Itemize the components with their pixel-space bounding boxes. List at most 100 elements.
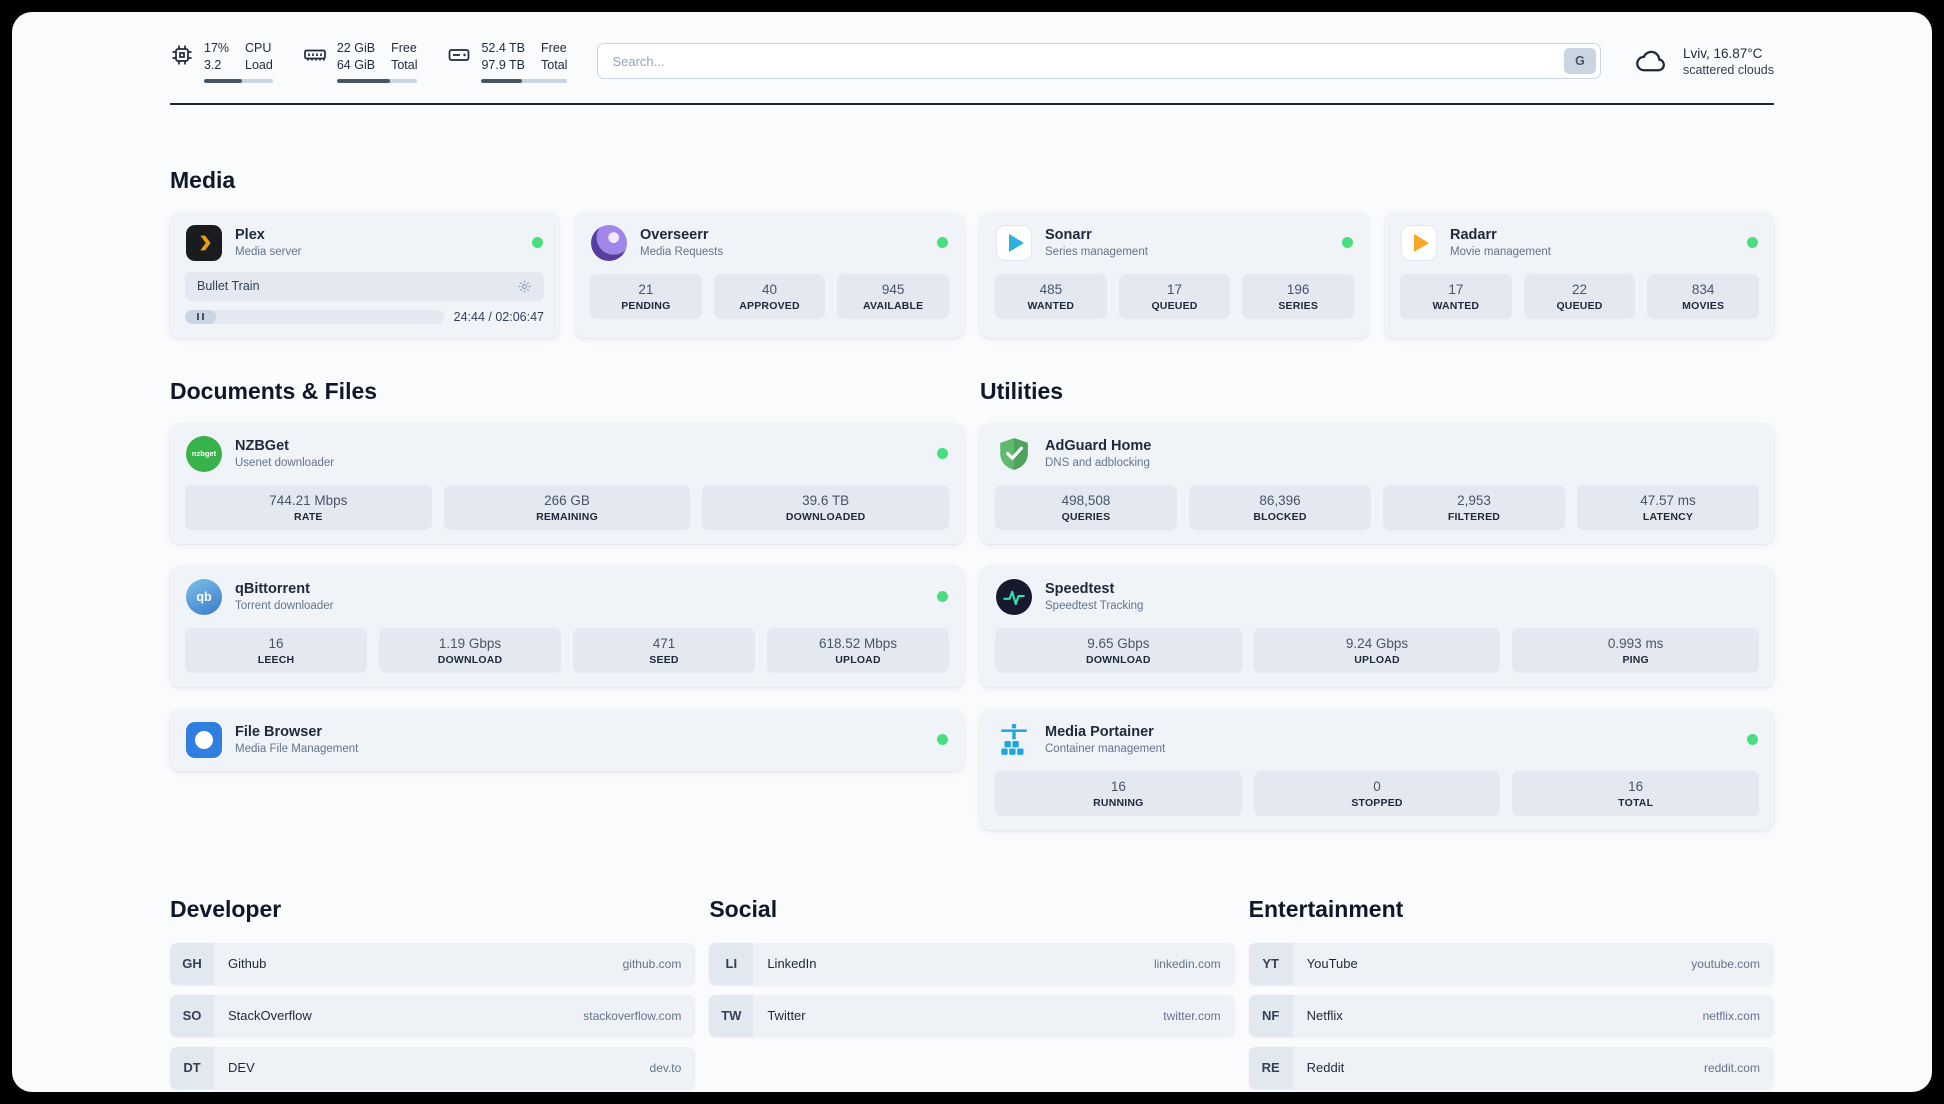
stat-label: SERIES [1278, 299, 1319, 312]
service-card-plex[interactable]: Plex Media server Bullet Train [170, 211, 559, 338]
bookmark-abbr: DT [170, 1046, 214, 1089]
stat-box: 22 QUEUED [1523, 273, 1636, 319]
stat-label: QUEUED [1151, 299, 1198, 312]
stat-label: REMAINING [536, 510, 598, 523]
stat-box: 0 STOPPED [1253, 770, 1501, 816]
bookmark-youtube[interactable]: YT YouTube youtube.com [1248, 942, 1774, 985]
bookmark-abbr: RE [1248, 1046, 1293, 1089]
disk-stat: 52.4 TB Free 97.9 TB Total [447, 40, 568, 83]
bookmark-domain: youtube.com [1691, 956, 1760, 971]
bookmark-stackoverflow[interactable]: SO StackOverflow stackoverflow.com [170, 994, 696, 1037]
stat-label: WANTED [1027, 299, 1075, 312]
service-card-filebrowser[interactable]: File Browser Media File Management [170, 708, 964, 771]
service-subtitle: Speedtest Tracking [1045, 600, 1144, 612]
stat-label: PING [1622, 653, 1649, 666]
service-card-speedtest[interactable]: Speedtest Speedtest Tracking 9.65 Gbps D… [980, 565, 1774, 687]
stat-box: 86,396 BLOCKED [1189, 484, 1371, 530]
stat-box: 485 WANTED [995, 273, 1107, 319]
stat-value: 9.24 Gbps [1345, 635, 1409, 651]
service-subtitle: Container management [1045, 743, 1166, 755]
ram-total: 64 GiB [336, 58, 376, 73]
stat-value: 618.52 Mbps [818, 635, 898, 651]
service-subtitle: Usenet downloader [235, 457, 335, 469]
bookmarks-entertainment-title: Entertainment [1248, 895, 1404, 922]
stat-label: FILTERED [1447, 510, 1501, 523]
stat-box: 9.24 Gbps UPLOAD [1253, 627, 1501, 673]
stat-value: 0 [1373, 778, 1381, 794]
service-name: Media Portainer [1045, 724, 1154, 740]
sonarr-icon [996, 224, 1032, 261]
bookmark-linkedin[interactable]: LI LinkedIn linkedin.com [709, 942, 1235, 985]
dashboard-page: 17% CPU 3.2 Load 22 GiB Free [12, 12, 1932, 1092]
service-card-portainer[interactable]: Media Portainer Container management 16 … [980, 708, 1774, 830]
stat-box: 17 QUEUED [1118, 273, 1231, 319]
stat-value: 744.21 Mbps [269, 492, 348, 508]
adguard-icon [996, 436, 1032, 472]
stat-label: UPLOAD [835, 653, 881, 666]
disk-total-label: Total [541, 58, 568, 73]
stat-label: QUERIES [1061, 510, 1111, 523]
service-subtitle: Series management [1045, 246, 1148, 258]
stat-label: APPROVED [739, 299, 800, 312]
bookmark-domain: netflix.com [1702, 1008, 1760, 1023]
gear-icon[interactable] [517, 279, 532, 294]
stat-box: 945 AVAILABLE [837, 273, 950, 319]
plex-icon [186, 224, 222, 261]
cpu-load-label: Load [245, 58, 273, 73]
bookmark-abbr: YT [1248, 942, 1293, 985]
stat-box: 834 MOVIES [1647, 273, 1760, 319]
stat-box: 1.19 Gbps DOWNLOAD [379, 627, 561, 673]
cpu-percent: 17% [204, 41, 230, 55]
weather-condition: scattered clouds [1682, 62, 1774, 77]
stat-box: 21 PENDING [590, 273, 702, 319]
stat-label: QUEUED [1556, 299, 1603, 312]
bookmark-twitter[interactable]: TW Twitter twitter.com [709, 994, 1235, 1037]
cpu-icon [172, 45, 192, 65]
stat-box: 40 APPROVED [713, 273, 826, 319]
stat-label: RATE [294, 510, 323, 523]
stat-value: 9.65 Gbps [1087, 635, 1150, 651]
stat-box: 196 SERIES [1242, 273, 1355, 319]
status-dot [937, 237, 948, 248]
stat-box: 16 TOTAL [1512, 770, 1760, 816]
service-card-overseerr[interactable]: Overseerr Media Requests 21 PENDING 40 A… [575, 211, 964, 338]
stat-value: 196 [1286, 281, 1310, 297]
service-card-radarr[interactable]: Radarr Movie management 17 WANTED 22 QUE… [1385, 211, 1774, 338]
bookmark-github[interactable]: GH Github github.com [170, 942, 696, 985]
service-card-sonarr[interactable]: Sonarr Series management 485 WANTED 17 Q… [980, 211, 1369, 338]
stat-label: PENDING [621, 299, 671, 312]
service-card-adguard[interactable]: AdGuard Home DNS and adblocking 498,508 … [980, 422, 1774, 544]
cpu-stat: 17% CPU 3.2 Load [170, 40, 273, 83]
stat-box: 16 RUNNING [995, 770, 1242, 816]
ram-stat: 22 GiB Free 64 GiB Total [303, 40, 418, 83]
bookmark-domain: twitter.com [1163, 1008, 1221, 1023]
stat-value: 16 [268, 635, 284, 651]
status-dot [937, 448, 948, 459]
bookmark-dev[interactable]: DT DEV dev.to [170, 1046, 696, 1089]
stat-label: DOWNLOADED [785, 510, 866, 523]
stat-label: WANTED [1432, 299, 1480, 312]
service-subtitle: Media Requests [640, 246, 724, 258]
search-provider-button[interactable]: G [1563, 48, 1596, 75]
status-dot [1342, 237, 1353, 248]
pause-icon[interactable] [185, 309, 216, 324]
playback-progress-track[interactable] [185, 309, 444, 324]
stat-label: TOTAL [1618, 796, 1654, 809]
stat-value: 22 [1571, 281, 1588, 297]
stat-box: 39.6 TB DOWNLOADED [702, 484, 950, 530]
stat-value: 40 [761, 281, 778, 297]
search-input[interactable] [597, 43, 1601, 80]
stat-label: DOWNLOAD [1086, 653, 1151, 666]
speedtest-icon [996, 578, 1032, 615]
playback-time: 24:44 / 02:06:47 [453, 309, 544, 324]
service-card-qbittorrent[interactable]: qb qBittorrent Torrent downloader 16 LEE… [170, 565, 964, 687]
bookmark-reddit[interactable]: RE Reddit reddit.com [1248, 1046, 1774, 1089]
qbittorrent-icon: qb [186, 578, 222, 615]
service-name: Plex [235, 227, 265, 243]
service-card-nzbget[interactable]: nzbget NZBGet Usenet downloader 744.21 M… [170, 422, 964, 544]
stat-box: 16 LEECH [185, 627, 367, 673]
cpu-loadavg: 3.2 [204, 58, 222, 73]
utilities-section-title: Utilities [980, 377, 1064, 404]
bookmark-name: StackOverflow [228, 1008, 312, 1023]
bookmark-netflix[interactable]: NF Netflix netflix.com [1248, 994, 1774, 1037]
